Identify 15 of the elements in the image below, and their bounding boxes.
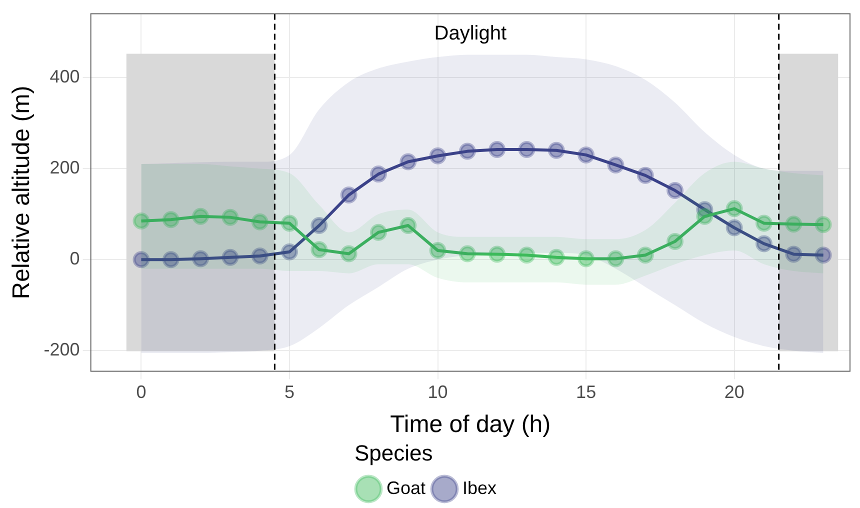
x-tick-label: 20 xyxy=(724,382,744,402)
y-tick-label: -200 xyxy=(44,340,80,360)
legend-label: Goat xyxy=(386,478,426,498)
x-tick-label: 0 xyxy=(136,382,146,402)
y-tick-label: 200 xyxy=(50,158,80,178)
x-tick-label: 15 xyxy=(576,382,596,402)
x-axis-title: Time of day (h) xyxy=(390,410,551,438)
x-tick-label: 10 xyxy=(428,382,448,402)
x-tick-label: 5 xyxy=(284,382,295,402)
y-tick-label: 0 xyxy=(70,248,80,269)
legend-label: Ibex xyxy=(462,478,497,498)
y-tick-label: 400 xyxy=(50,66,80,87)
legend-title: Species xyxy=(354,440,433,466)
annotation: Daylight xyxy=(434,22,507,44)
y-axis-title: Relative altitude (m) xyxy=(8,86,36,300)
